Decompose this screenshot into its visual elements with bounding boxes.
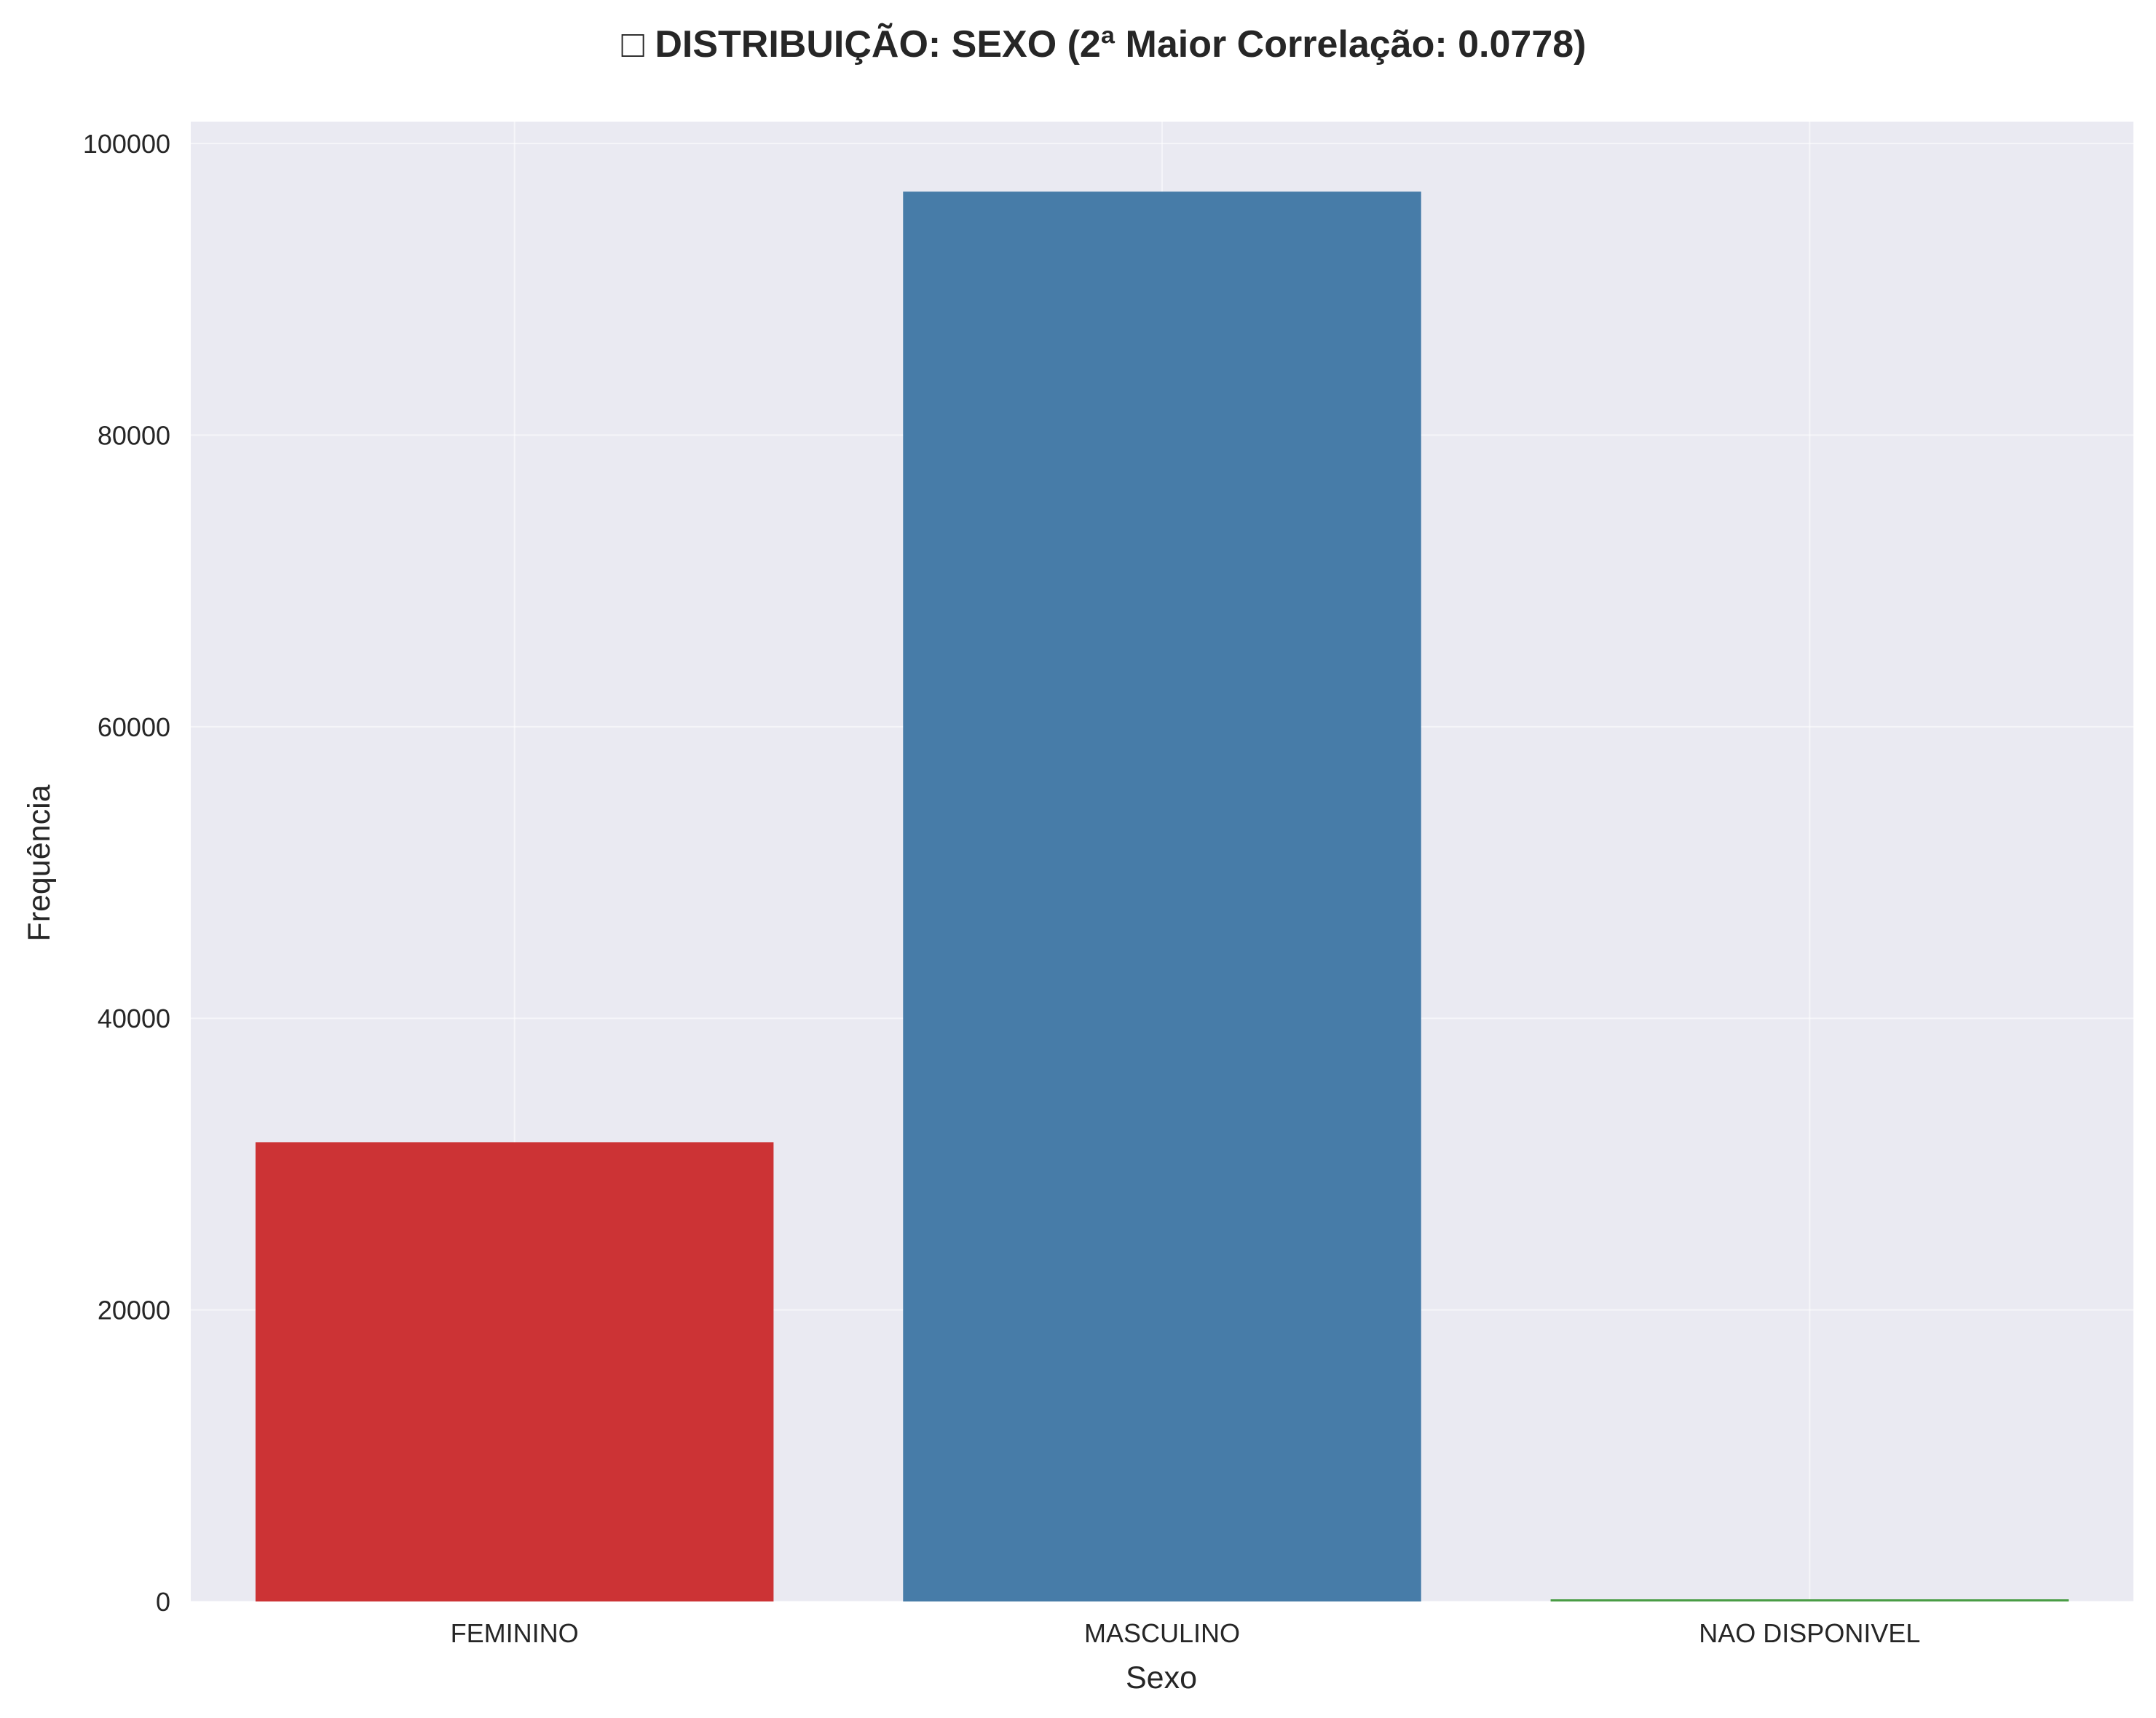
y-tick-label: 20000 (98, 1296, 170, 1325)
x-axis-label: Sexo (1126, 1660, 1197, 1695)
y-tick-label: 0 (156, 1587, 170, 1617)
x-tick-labels: FEMININO MASCULINO NAO DISPONIVEL (451, 1618, 1921, 1648)
bar-nao-disponivel (1550, 1599, 2069, 1601)
y-tick-labels: 0 20000 40000 60000 80000 100000 (83, 129, 170, 1617)
y-axis-label: Frequência (22, 784, 57, 941)
y-tick-label: 80000 (98, 420, 170, 450)
bars (255, 192, 2069, 1601)
x-tick-label: FEMININO (451, 1618, 579, 1648)
bar-masculino (903, 192, 1421, 1601)
y-tick-label: 100000 (83, 129, 170, 159)
x-tick-label: MASCULINO (1084, 1618, 1240, 1648)
bar-feminino (255, 1142, 774, 1601)
x-tick-label: NAO DISPONIVEL (1699, 1618, 1920, 1648)
y-tick-label: 40000 (98, 1004, 170, 1033)
y-tick-label: 60000 (98, 712, 170, 742)
chart-title: □ DISTRIBUIÇÃO: SEXO (2ª Maior Correlaçã… (622, 23, 1587, 66)
